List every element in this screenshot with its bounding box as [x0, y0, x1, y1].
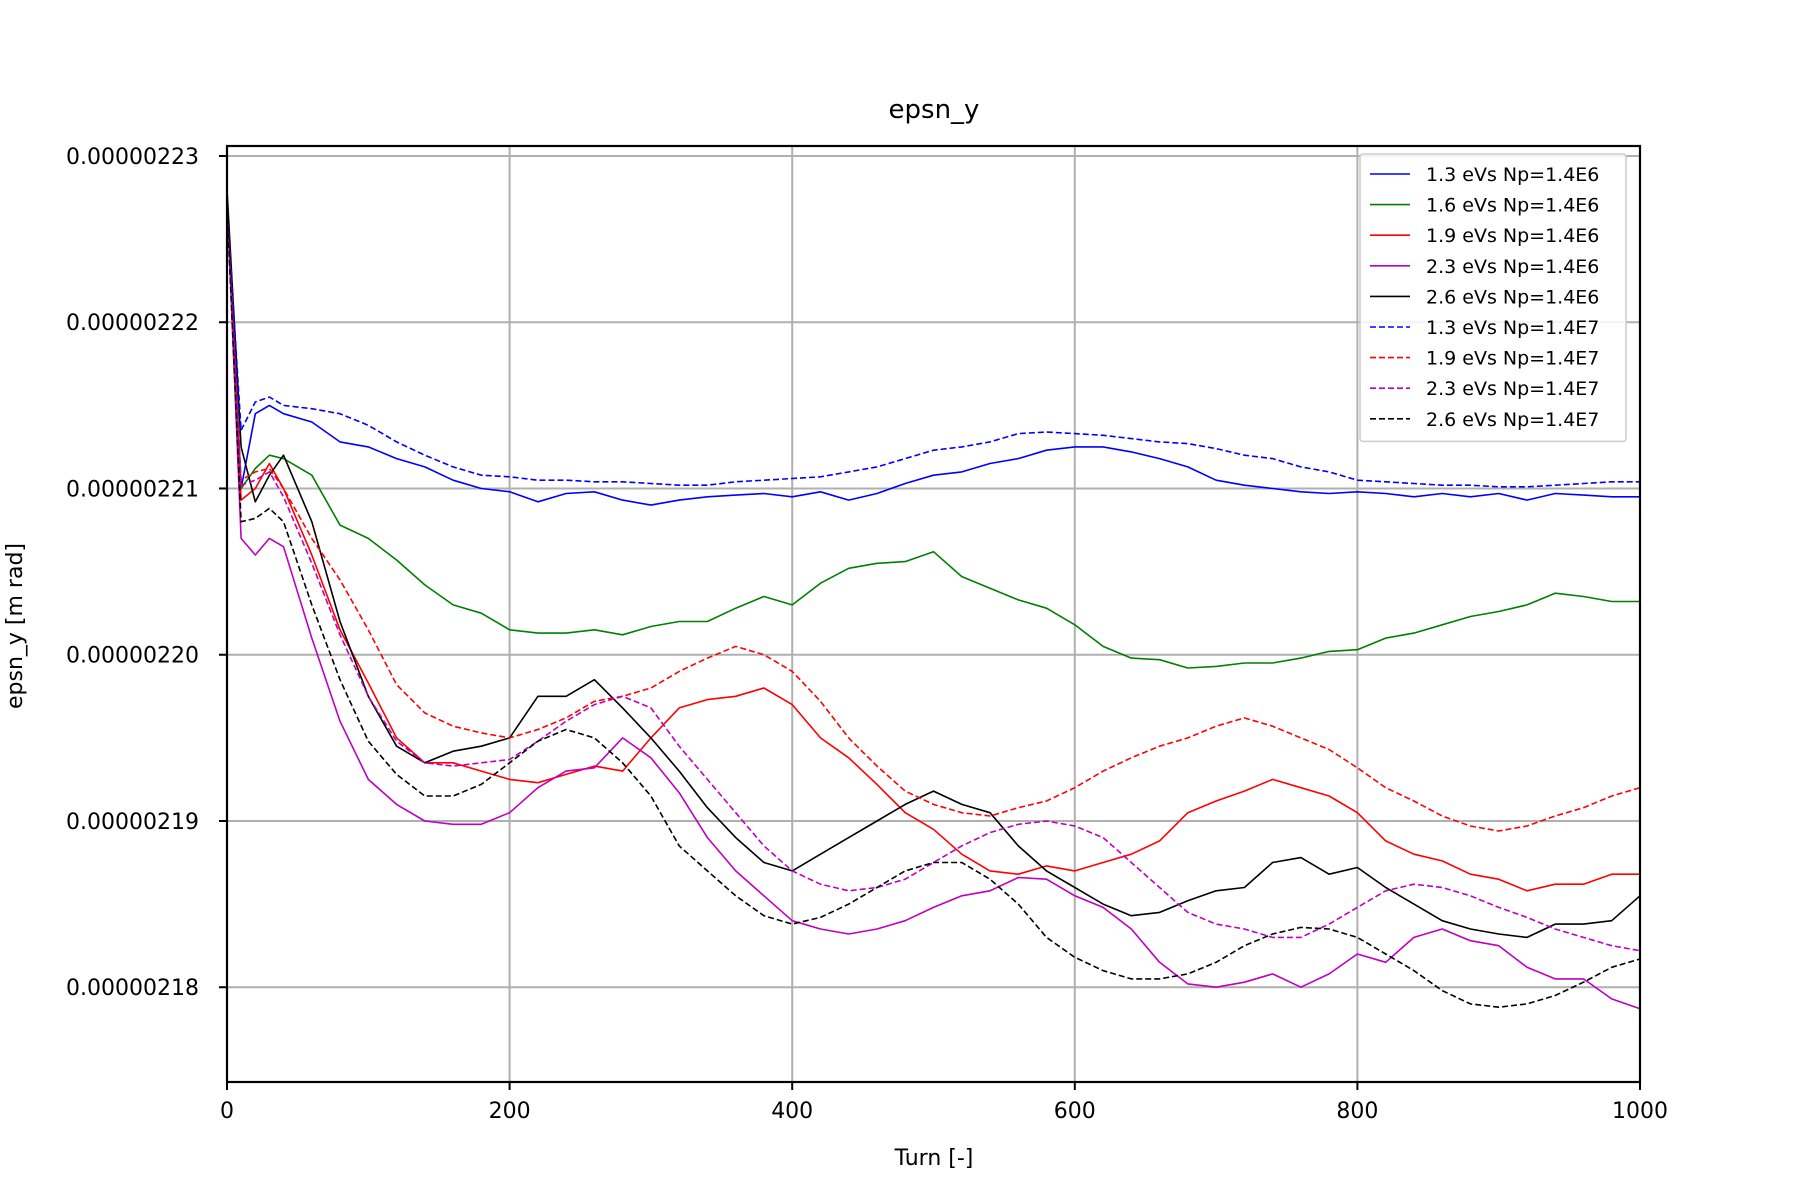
series-line-6: [226, 205, 1640, 488]
x-tick-label: 200: [489, 1099, 531, 1124]
series-lines: [226, 189, 1641, 1010]
y-tick-label: 0.00000218: [66, 976, 199, 1001]
plot-area-frame: [225, 144, 1642, 1084]
legend-label: 1.3 eVs Np=1.4E7: [1426, 317, 1599, 339]
series-line-4: [226, 197, 1641, 1010]
legend-label: 1.9 eVs Np=1.4E6: [1426, 225, 1599, 247]
y-tick-label: 0.00000221: [66, 477, 199, 502]
y-tick-label: 0.00000223: [66, 145, 199, 170]
x-tick-label: 0: [220, 1099, 234, 1124]
legend-label: 1.3 eVs Np=1.4E6: [1426, 164, 1599, 186]
legend-label: 1.9 eVs Np=1.4E7: [1426, 348, 1599, 370]
series-line-5: [226, 189, 1641, 939]
y-axis-label: epsn_y [m rad]: [3, 543, 28, 709]
x-axis-label: Turn [-]: [894, 1146, 974, 1171]
legend-label: 1.6 eVs Np=1.4E6: [1426, 195, 1599, 217]
series-line-2: [226, 197, 1640, 669]
legend-label: 2.6 eVs Np=1.4E6: [1426, 286, 1599, 308]
legend-label: 2.3 eVs Np=1.4E6: [1426, 256, 1599, 278]
legend-label: 2.6 eVs Np=1.4E7: [1426, 409, 1599, 431]
legend-box: [1359, 153, 1627, 443]
legend: 1.3 eVs Np=1.4E6 1.6 eVs Np=1.4E6 1.9 eVs …: [1359, 153, 1627, 443]
y-tick-label: 0.00000219: [66, 810, 199, 835]
legend-label: 2.3 eVs Np=1.4E7: [1426, 378, 1599, 400]
x-tick-label: 1000: [1612, 1099, 1668, 1124]
x-tick-label: 400: [771, 1099, 813, 1124]
axis-ticks: 0 200 400 600 800 1000 0.00000218 0.00000219 0.0…: [66, 145, 1668, 1124]
y-tick-label: 0.00000220: [66, 644, 199, 669]
series-line-3: [226, 197, 1640, 892]
series-line-8: [226, 205, 1641, 952]
x-tick-label: 800: [1336, 1099, 1378, 1124]
series-line-9: [226, 205, 1641, 1009]
chart-title: epsn_y: [889, 95, 980, 125]
y-tick-label: 0.00000222: [66, 311, 199, 336]
series-line-1: [226, 197, 1640, 506]
x-tick-label: 600: [1054, 1099, 1096, 1124]
